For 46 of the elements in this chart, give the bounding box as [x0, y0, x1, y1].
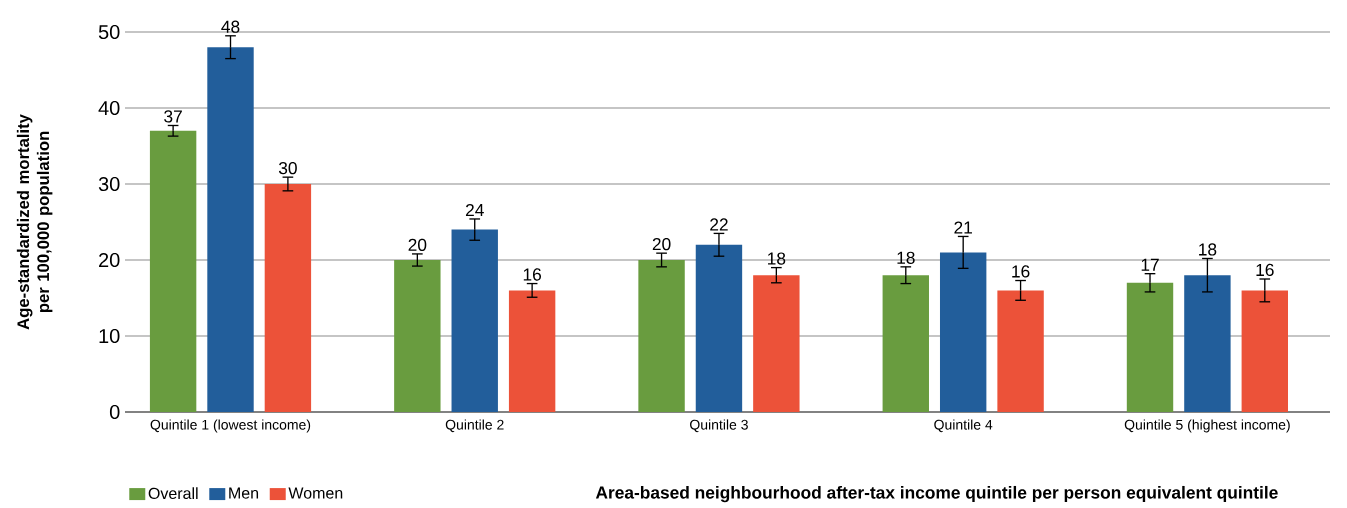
bar — [1126, 282, 1174, 412]
data-label: 18 — [768, 252, 786, 265]
x-tick-label: Quintile 1 (lowest income) — [150, 419, 311, 433]
bar — [753, 275, 800, 412]
bar — [451, 229, 498, 412]
data-label: 22 — [710, 218, 728, 231]
data-label: 17 — [1141, 258, 1159, 271]
data-label: 20 — [408, 238, 427, 251]
data-label: 37 — [164, 110, 182, 123]
x-tick-label: Quintile 2 — [445, 419, 504, 433]
y-tick-label: 40 — [98, 100, 120, 116]
y-tick-label: 20 — [99, 252, 120, 268]
data-label: 16 — [523, 268, 542, 281]
x-tick-label: Quintile 4 — [934, 419, 993, 433]
data-label: 30 — [278, 161, 297, 175]
bar — [207, 47, 254, 412]
y-tick-label: 0 — [109, 404, 120, 420]
bar — [1241, 290, 1288, 412]
bar — [939, 252, 987, 412]
data-label: 16 — [1012, 265, 1030, 278]
y-tick-label: 50 — [98, 24, 120, 40]
bar — [394, 260, 441, 412]
bar — [149, 130, 197, 412]
x-tick-label: Quintile 5 (highest income) — [1124, 419, 1290, 433]
x-axis-title: Area-based neighbourhood after-tax income quintile per person equivalent quintile — [595, 485, 1278, 503]
bar — [264, 184, 312, 412]
bar — [997, 290, 1044, 412]
data-label: 18 — [1199, 243, 1217, 256]
legend-label: Women — [288, 487, 343, 499]
bar — [508, 290, 556, 412]
legend-label: Men — [229, 487, 259, 499]
data-label: 16 — [1256, 263, 1274, 277]
bar — [882, 275, 929, 412]
y-tick-label: 10 — [99, 328, 120, 344]
data-label: 20 — [652, 237, 671, 251]
x-tick-label: Quintile 3 — [690, 419, 748, 433]
bar — [638, 260, 685, 412]
bar — [1184, 275, 1231, 412]
y-tick-label: 30 — [98, 176, 120, 192]
data-label: 18 — [897, 251, 915, 264]
bar — [695, 244, 743, 412]
data-label: 24 — [465, 203, 484, 217]
legend-label: Overall — [148, 487, 198, 500]
data-label: 48 — [221, 20, 240, 33]
y-axis-title: Age-standardized mortality per 100,000 population — [16, 114, 53, 330]
data-label: 21 — [954, 221, 972, 234]
